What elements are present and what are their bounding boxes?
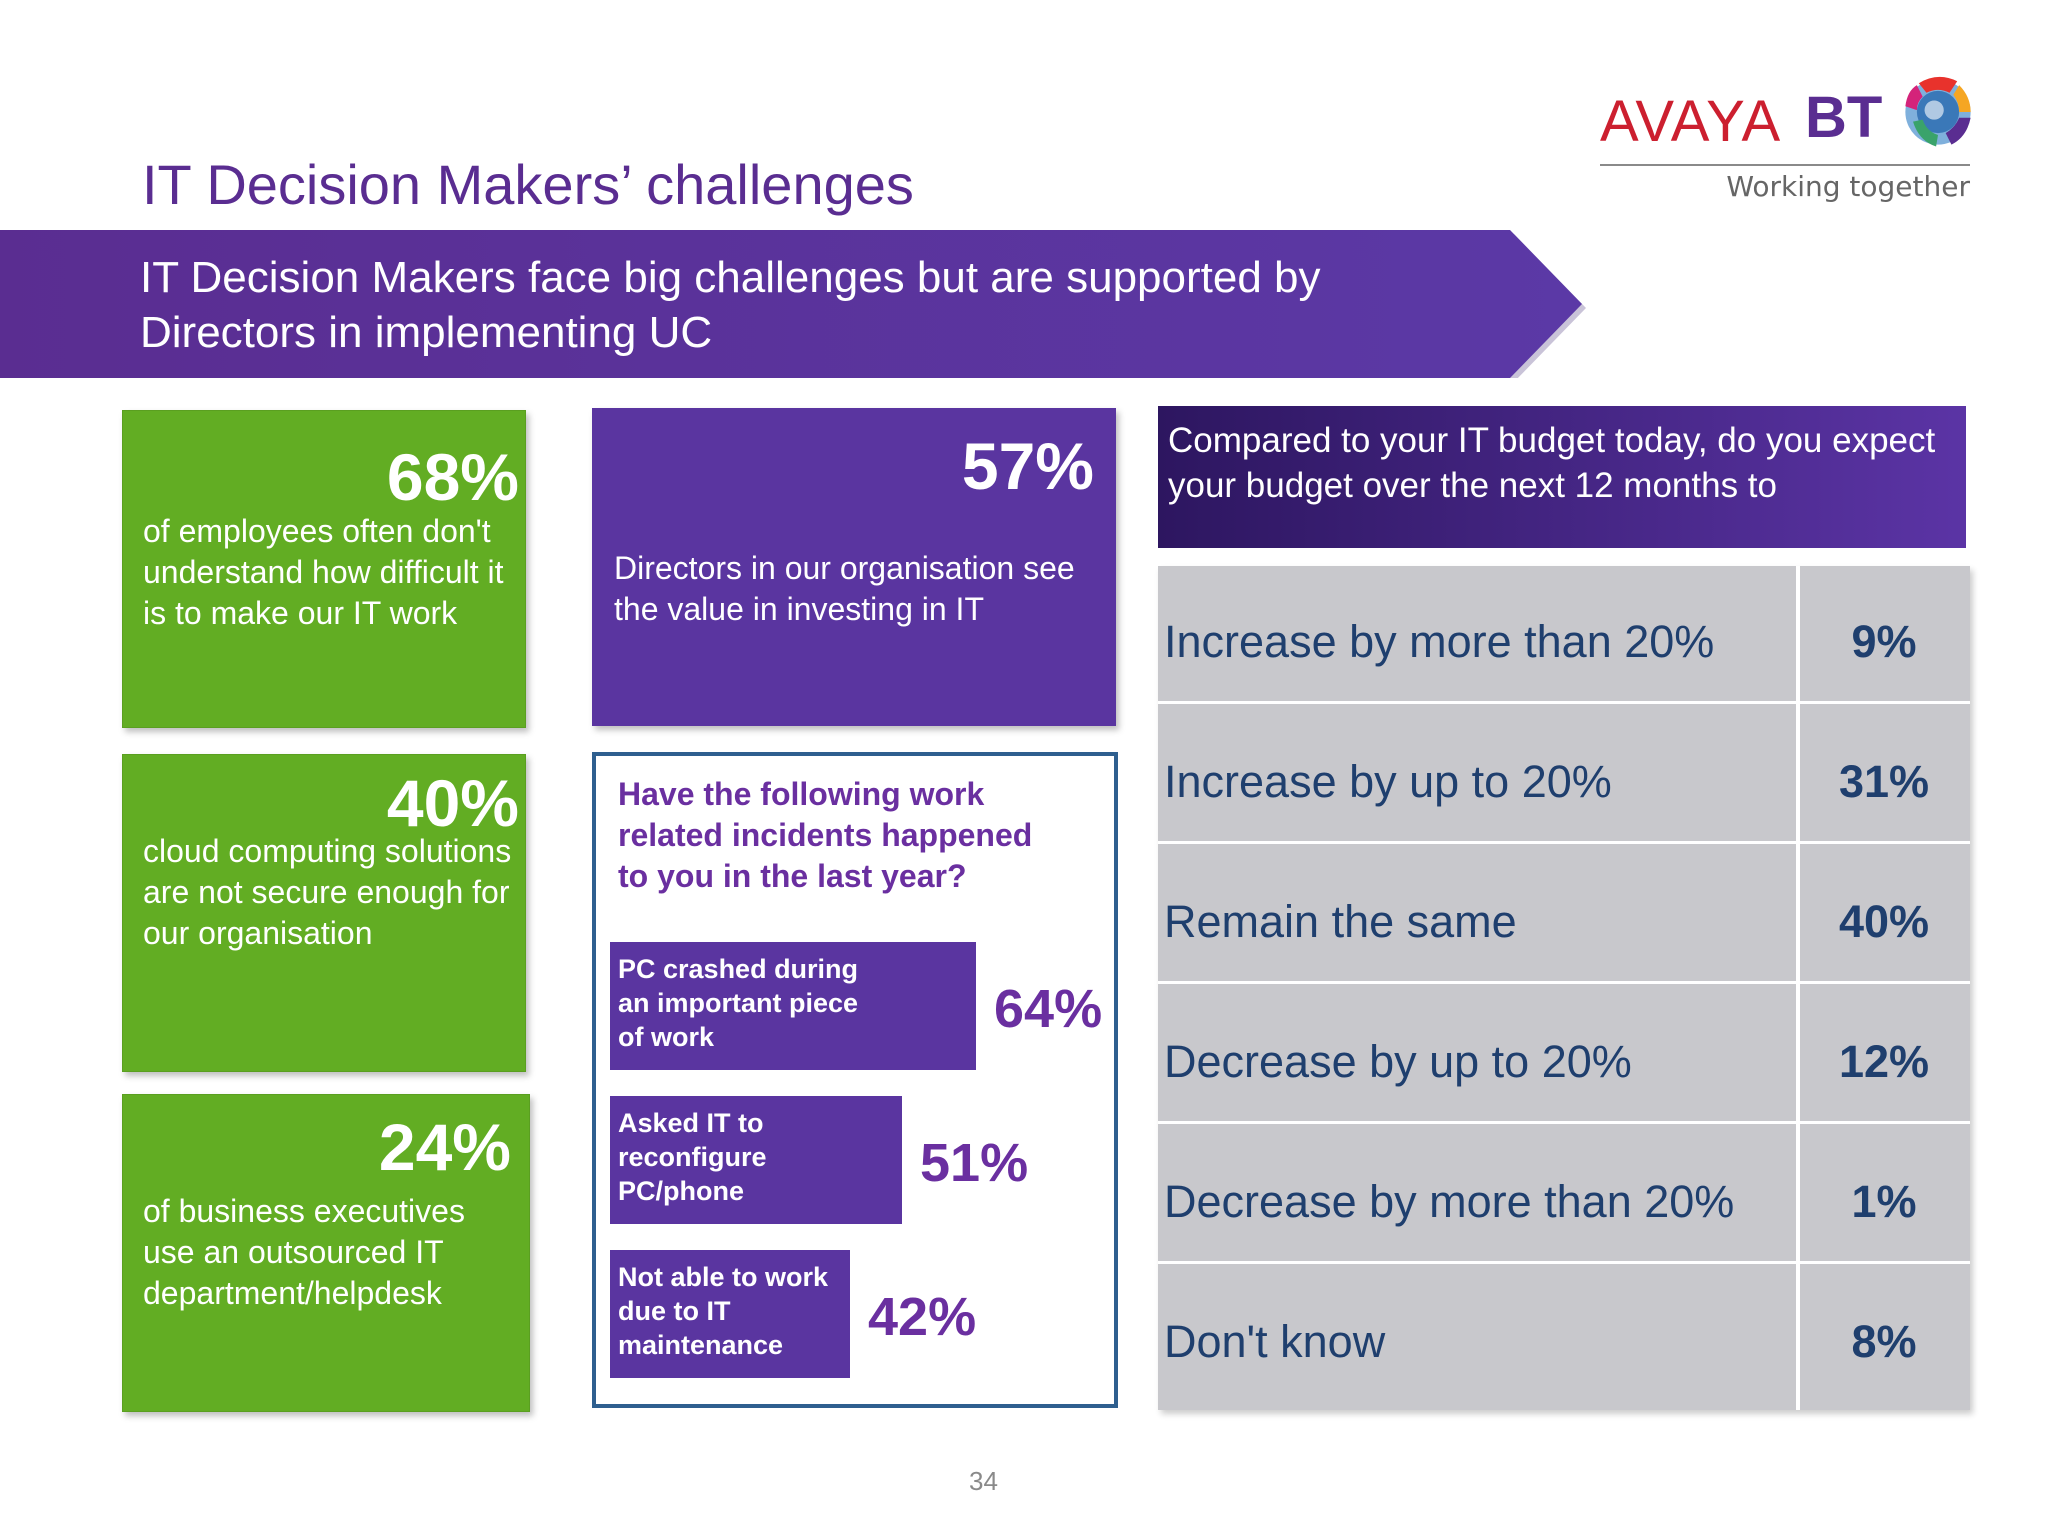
budget-table: Increase by more than 20% 9% Increase by… — [1158, 566, 1970, 1410]
incident-bar-label: Not able to work due to IT maintenance — [618, 1262, 829, 1360]
banner: IT Decision Makers face big challenges b… — [0, 230, 1590, 378]
incident-percent: 51% — [920, 1133, 1029, 1193]
budget-row: Remain the same 40% — [1158, 846, 1970, 984]
avaya-logo: AVAYA — [1600, 89, 1782, 154]
budget-row-value: 1% — [1851, 1176, 1917, 1227]
stat-description: of employees often don't understand how … — [143, 513, 504, 631]
stat-description: cloud computing solutions are not secure… — [143, 833, 512, 951]
budget-row: Increase by more than 20% 9% — [1158, 566, 1970, 704]
incidents-panel: Have the following work related incident… — [592, 752, 1118, 1408]
budget-row: Increase by up to 20% 31% — [1158, 706, 1970, 844]
stat-card-outsourced: 24% of business executives use an outsou… — [122, 1094, 530, 1412]
logo-area: AVAYA BT Working together — [1600, 62, 1971, 212]
logo-divider — [1600, 164, 1970, 166]
budget-row-value: 31% — [1838, 756, 1930, 807]
stat-percent: 40% — [386, 766, 519, 840]
banner-text: IT Decision Makers face big challenges b… — [140, 253, 1321, 357]
budget-row-label: Remain the same — [1164, 896, 1517, 947]
incident-bar-label: PC crashed during an important piece of … — [618, 954, 859, 1052]
page-title: IT Decision Makers’ challenges — [142, 153, 914, 216]
stat-card-employees: 68% of employees often don't understand … — [122, 410, 526, 728]
stat-percent: 24% — [378, 1110, 511, 1184]
stat-percent: 57% — [961, 429, 1094, 503]
budget-row-label: Don't know — [1164, 1316, 1386, 1367]
stat-card-cloud: 40% cloud computing solutions are not se… — [122, 754, 526, 1072]
budget-row: Decrease by more than 20% 1% — [1158, 1126, 1970, 1264]
budget-row-value: 40% — [1838, 896, 1930, 947]
incident-percent: 64% — [994, 979, 1103, 1039]
budget-question: Compared to your IT budget today, do you… — [1158, 406, 1966, 548]
budget-row-label: Increase by more than 20% — [1164, 616, 1715, 667]
stat-description: of business executives use an outsourced… — [143, 1193, 465, 1311]
budget-column-divider — [1796, 566, 1800, 1410]
tagline: Working together — [1726, 170, 1970, 203]
incidents-question: Have the following work related incident… — [618, 776, 1033, 894]
incident-bar: Not able to work due to IT maintenance — [610, 1250, 850, 1378]
page-number: 34 — [969, 1466, 998, 1496]
budget-row: Don't know 8% — [1158, 1266, 1970, 1404]
incident-percent: 42% — [868, 1287, 977, 1347]
stat-description: Directors in our organisation see the va… — [614, 550, 1075, 627]
incident-bar: Asked IT to reconfigure PC/phone — [610, 1096, 902, 1224]
budget-row: Decrease by up to 20% 12% — [1158, 986, 1970, 1124]
stat-percent: 68% — [386, 440, 519, 514]
budget-row-value: 9% — [1851, 616, 1917, 667]
budget-row-value: 12% — [1838, 1036, 1930, 1087]
budget-row-value: 8% — [1851, 1316, 1917, 1367]
budget-row-label: Decrease by more than 20% — [1164, 1176, 1735, 1227]
incident-bar-label: Asked IT to reconfigure PC/phone — [618, 1108, 767, 1206]
incident-bar: PC crashed during an important piece of … — [610, 942, 976, 1070]
bt-logo: BT — [1805, 85, 1883, 150]
stat-card-directors: 57% Directors in our organisation see th… — [592, 408, 1116, 726]
budget-row-label: Increase by up to 20% — [1164, 756, 1612, 807]
budget-row-label: Decrease by up to 20% — [1164, 1036, 1632, 1087]
bt-globe-icon — [1905, 76, 1971, 147]
banner-arrow-shape — [0, 230, 1586, 378]
